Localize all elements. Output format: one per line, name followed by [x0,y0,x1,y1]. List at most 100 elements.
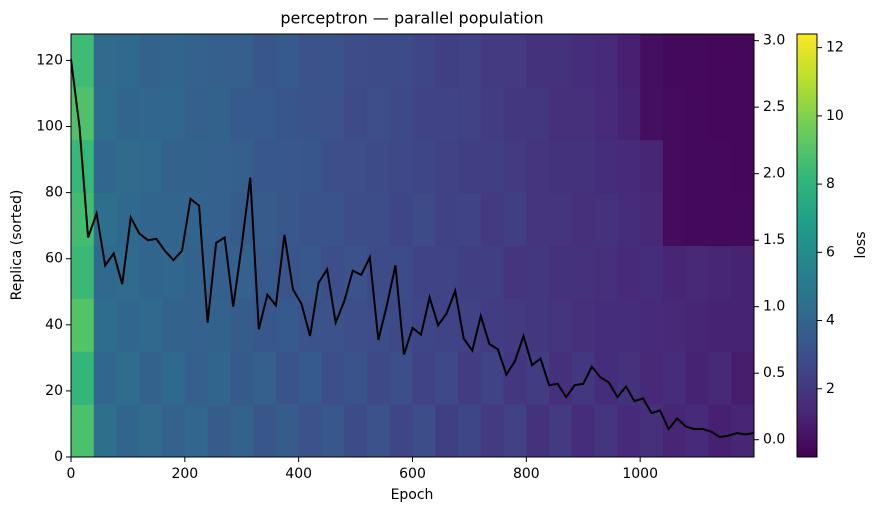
heatmap-cell [389,86,413,141]
heatmap-cell [321,34,345,88]
heatmap-cell [93,404,118,458]
heatmap-cell [435,139,459,194]
colorbar-segment [797,231,817,236]
heatmap-cell [207,139,231,194]
heatmap-cell [526,139,550,194]
colorbar-segment [797,266,817,271]
heatmap-cell [71,351,95,405]
colorbar-segment [797,238,817,243]
x-tick-label: 800 [513,466,540,482]
heatmap-cell [253,351,277,405]
y-axis-label: Replica (sorted) [9,190,25,301]
heatmap-cell [480,86,505,141]
heatmap-cell [435,192,459,246]
heatmap-cell [321,192,345,246]
heatmap-cell [230,86,254,141]
colorbar-segment [797,291,817,296]
heatmap-cell [458,192,482,246]
heatmap-cell [731,34,755,88]
heatmap-cell [344,351,368,405]
colorbar-segment [797,217,817,222]
heatmap-cell [594,192,618,246]
heatmap-cell [708,192,732,246]
colorbar-segment [797,308,817,313]
colorbar-segment [797,136,817,141]
heatmap-cell [412,245,436,299]
heatmap-cell [503,34,527,88]
heatmap-cell [275,139,300,194]
heatmap-cell [458,245,482,299]
heatmap-cell [139,192,163,246]
colorbar-segment [797,62,817,67]
colorbar-segment [797,132,817,137]
heatmap-cell [389,34,413,88]
heatmap-cell [731,139,755,194]
heatmap-cell [617,34,641,88]
heatmap-cell [162,139,186,194]
heatmap-cell [116,192,140,246]
heatmap-cell [253,298,277,352]
heatmap-cell [708,351,732,405]
heatmap-cell [230,192,254,246]
colorbar-segment [797,196,817,201]
heatmap-cell [617,351,641,405]
heatmap-cell [685,245,709,299]
heatmap-cell [640,404,664,458]
colorbar-segment [797,206,817,211]
heatmap-cell [708,245,732,299]
colorbar-segment [797,365,817,370]
heatmap-cell [617,192,641,246]
heatmap-cell [685,192,709,246]
y2-tick-label: 3.0 [763,33,785,49]
colorbar-segment [797,111,817,116]
colorbar-segment [797,386,817,391]
x-tick-label: 0 [67,466,76,482]
heatmap-cell [344,139,368,194]
heatmap-cell [253,86,277,141]
heatmap-cell [549,86,573,141]
heatmap-cell [230,404,254,458]
colorbar-segment [797,323,817,328]
heatmap-cell [617,139,641,194]
colorbar-segment [797,210,817,215]
colorbar-segment [797,203,817,208]
heatmap-cell [162,404,186,458]
heatmap-cell [298,404,322,458]
colorbar-segment [797,97,817,102]
colorbar-segment [797,414,817,419]
colorbar-segment [797,270,817,275]
heatmap-cell [366,86,391,141]
heatmap-cell [549,298,573,352]
colorbar-frame [796,33,818,458]
colorbar-segment [797,72,817,77]
colorbar-tick-label: 6 [826,244,835,260]
heatmap-cell [389,245,413,299]
colorbar-segment [797,76,817,81]
colorbar-segment [797,182,817,187]
heatmap-cell [412,34,436,88]
heatmap-cell [253,34,277,88]
colorbar-segment [797,284,817,289]
colorbar-segment [797,41,817,46]
heatmap-cell [116,351,140,405]
heatmap-cell [503,245,527,299]
heatmap-cell [139,245,163,299]
colorbar-segment [797,175,817,180]
colorbar-segment [797,393,817,398]
heatmap-cell [571,351,596,405]
colorbar-segment [797,259,817,264]
colorbar-segment [797,143,817,148]
heatmap-cell [708,298,732,352]
heatmap-cell [526,298,550,352]
heatmap-cell [71,404,95,458]
colorbar-segment [797,428,817,433]
colorbar-segment [797,150,817,155]
heatmap-cell [640,86,664,141]
colorbar-segment [797,425,817,430]
heatmap-cell [275,86,300,141]
colorbar-segment [797,245,817,250]
colorbar-segment [797,167,817,172]
heatmap-cell [480,404,505,458]
heatmap-cell [731,245,755,299]
heatmap-cell [526,34,550,88]
